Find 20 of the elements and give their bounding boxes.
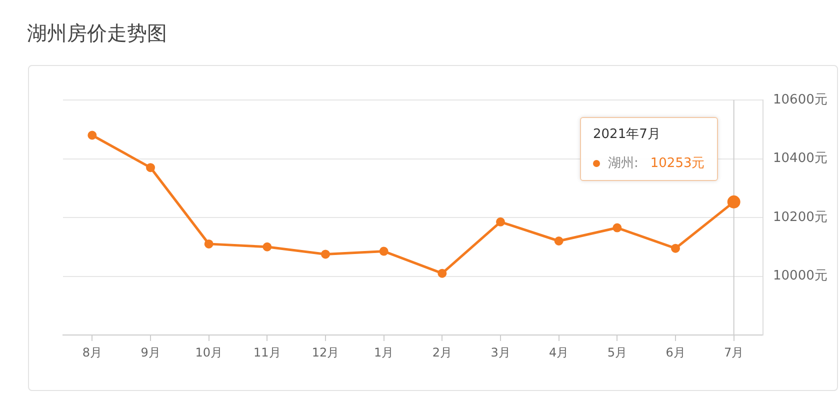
x-tick-label: 11月 bbox=[254, 345, 281, 360]
x-tick-label: 3月 bbox=[490, 345, 510, 360]
x-tick-label: 9月 bbox=[140, 345, 160, 360]
legend-label: 湖州: bbox=[608, 156, 638, 171]
annotation: 10253元 bbox=[650, 156, 705, 171]
chart-title: 湖州房价走势图 bbox=[27, 20, 167, 46]
x-tick-label: 5月 bbox=[607, 345, 627, 360]
x-tick-label: 6月 bbox=[666, 345, 686, 360]
x-tick-label: 4月 bbox=[549, 345, 569, 360]
y-tick-label: 10600元 bbox=[773, 92, 828, 108]
x-tick-label: 2月 bbox=[432, 345, 452, 360]
annotation: 2021年7月 bbox=[593, 126, 662, 143]
y-tick-label: 10400元 bbox=[773, 151, 828, 166]
x-tick-label: 12月 bbox=[312, 345, 340, 360]
y-tick-label: 10000元 bbox=[773, 268, 828, 284]
x-tick-label: 1月 bbox=[374, 345, 394, 360]
x-tick-label: 8月 bbox=[82, 345, 102, 360]
x-tick-label: 10月 bbox=[195, 345, 222, 360]
y-tick-label: 10200元 bbox=[773, 210, 828, 225]
x-tick-label: 7月 bbox=[724, 345, 744, 360]
